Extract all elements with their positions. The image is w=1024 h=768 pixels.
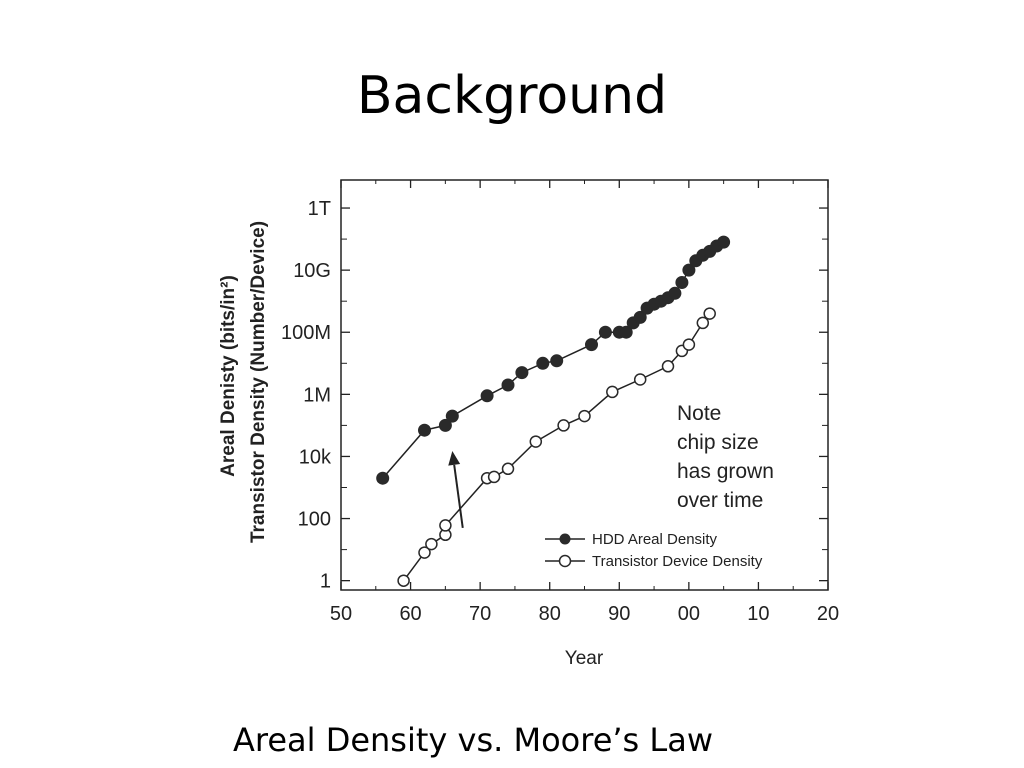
- transistor-data-point: [439, 519, 452, 532]
- y-axis-title-line-2: Transistor Density (Number/Device): [248, 221, 269, 543]
- y-axis-title-line-1: Areal Denisty (bits/in²): [218, 275, 239, 477]
- hdd-data-point: [445, 409, 459, 423]
- note-line-2: chip size: [677, 431, 759, 454]
- transistor-data-point: [696, 316, 710, 330]
- x-tick-label: 90: [608, 603, 630, 625]
- hdd-data-point: [717, 235, 731, 249]
- y-tick-label: 10k: [299, 446, 332, 468]
- y-tick-label: 100: [298, 509, 331, 531]
- x-axis-title: Year: [565, 648, 604, 669]
- y-tick-label: 1M: [303, 384, 331, 406]
- annotation-arrow-shaft: [453, 464, 464, 529]
- hdd-data-point: [376, 471, 390, 485]
- hdd-data-point: [536, 356, 550, 370]
- legend-label-transistor: Transistor Device Density: [592, 553, 763, 570]
- transistor-data-point: [682, 338, 696, 351]
- x-tick-label: 60: [399, 603, 421, 625]
- hdd-data-point: [619, 325, 633, 339]
- plot-border: [340, 179, 829, 591]
- slide-title: Background: [356, 66, 668, 126]
- series-layer: [376, 235, 731, 587]
- hdd-data-point: [438, 418, 452, 432]
- y-tick-label: 1T: [308, 198, 331, 220]
- legend: HDD Areal Density Transistor Device Dens…: [545, 531, 763, 570]
- annotation-arrow-head: [448, 450, 461, 466]
- legend-label-hdd: HDD Areal Density: [592, 531, 718, 548]
- x-tick-label: 00: [678, 603, 700, 625]
- note-line-4: over time: [677, 489, 763, 512]
- transistor-data-point: [397, 574, 410, 587]
- y-tick-label: 10G: [293, 260, 331, 282]
- annotation-arrow-layer: [448, 450, 464, 529]
- hdd-data-point: [675, 276, 689, 289]
- hdd-data-point: [515, 366, 529, 380]
- hdd-data-point: [598, 325, 612, 339]
- transistor-data-point: [606, 385, 619, 399]
- transistor-data-point: [661, 360, 675, 373]
- x-tick-label: 10: [747, 603, 769, 625]
- hdd-data-point: [585, 338, 598, 352]
- x-tick-label: 20: [817, 603, 839, 625]
- note-line-1: Note: [677, 402, 721, 425]
- slide-caption: Areal Density vs. Moore’s Law: [232, 721, 713, 759]
- hdd-data-point: [550, 354, 564, 368]
- y-tick-label: 1: [320, 571, 331, 593]
- x-tick-label: 50: [330, 603, 352, 625]
- transistor-data-point: [425, 537, 438, 551]
- hdd-data-point: [668, 286, 682, 300]
- y-tick-label: 100M: [281, 322, 331, 344]
- axis-ticks: 50 60 70 80 90 00 10 20 1 100 10k 1M 100M 10G 1T: [281, 180, 839, 625]
- legend-marker-transistor: [558, 554, 572, 568]
- transistor-data-point: [633, 373, 647, 386]
- transistor-data-point: [703, 307, 716, 320]
- legend-marker-hdd: [559, 533, 571, 545]
- hdd-data-point: [501, 378, 515, 392]
- x-tick-label: 80: [539, 603, 561, 625]
- transistor-data-point: [557, 419, 570, 432]
- hdd-data-point: [682, 263, 696, 277]
- annotation-note: Note chip size has grown over time: [677, 402, 774, 512]
- transistor-data-point: [501, 462, 515, 476]
- hdd-data-point: [418, 423, 431, 437]
- plot-frame: [340, 179, 829, 591]
- transistor-data-point: [418, 546, 431, 559]
- note-line-3: has grown: [677, 460, 774, 483]
- hdd-data-point: [633, 310, 647, 324]
- transistor-data-point: [487, 470, 501, 484]
- x-tick-label: 70: [469, 603, 491, 625]
- hdd-data-point: [480, 389, 494, 403]
- transistor-data-point: [578, 409, 591, 423]
- transistor-data-point: [529, 435, 543, 448]
